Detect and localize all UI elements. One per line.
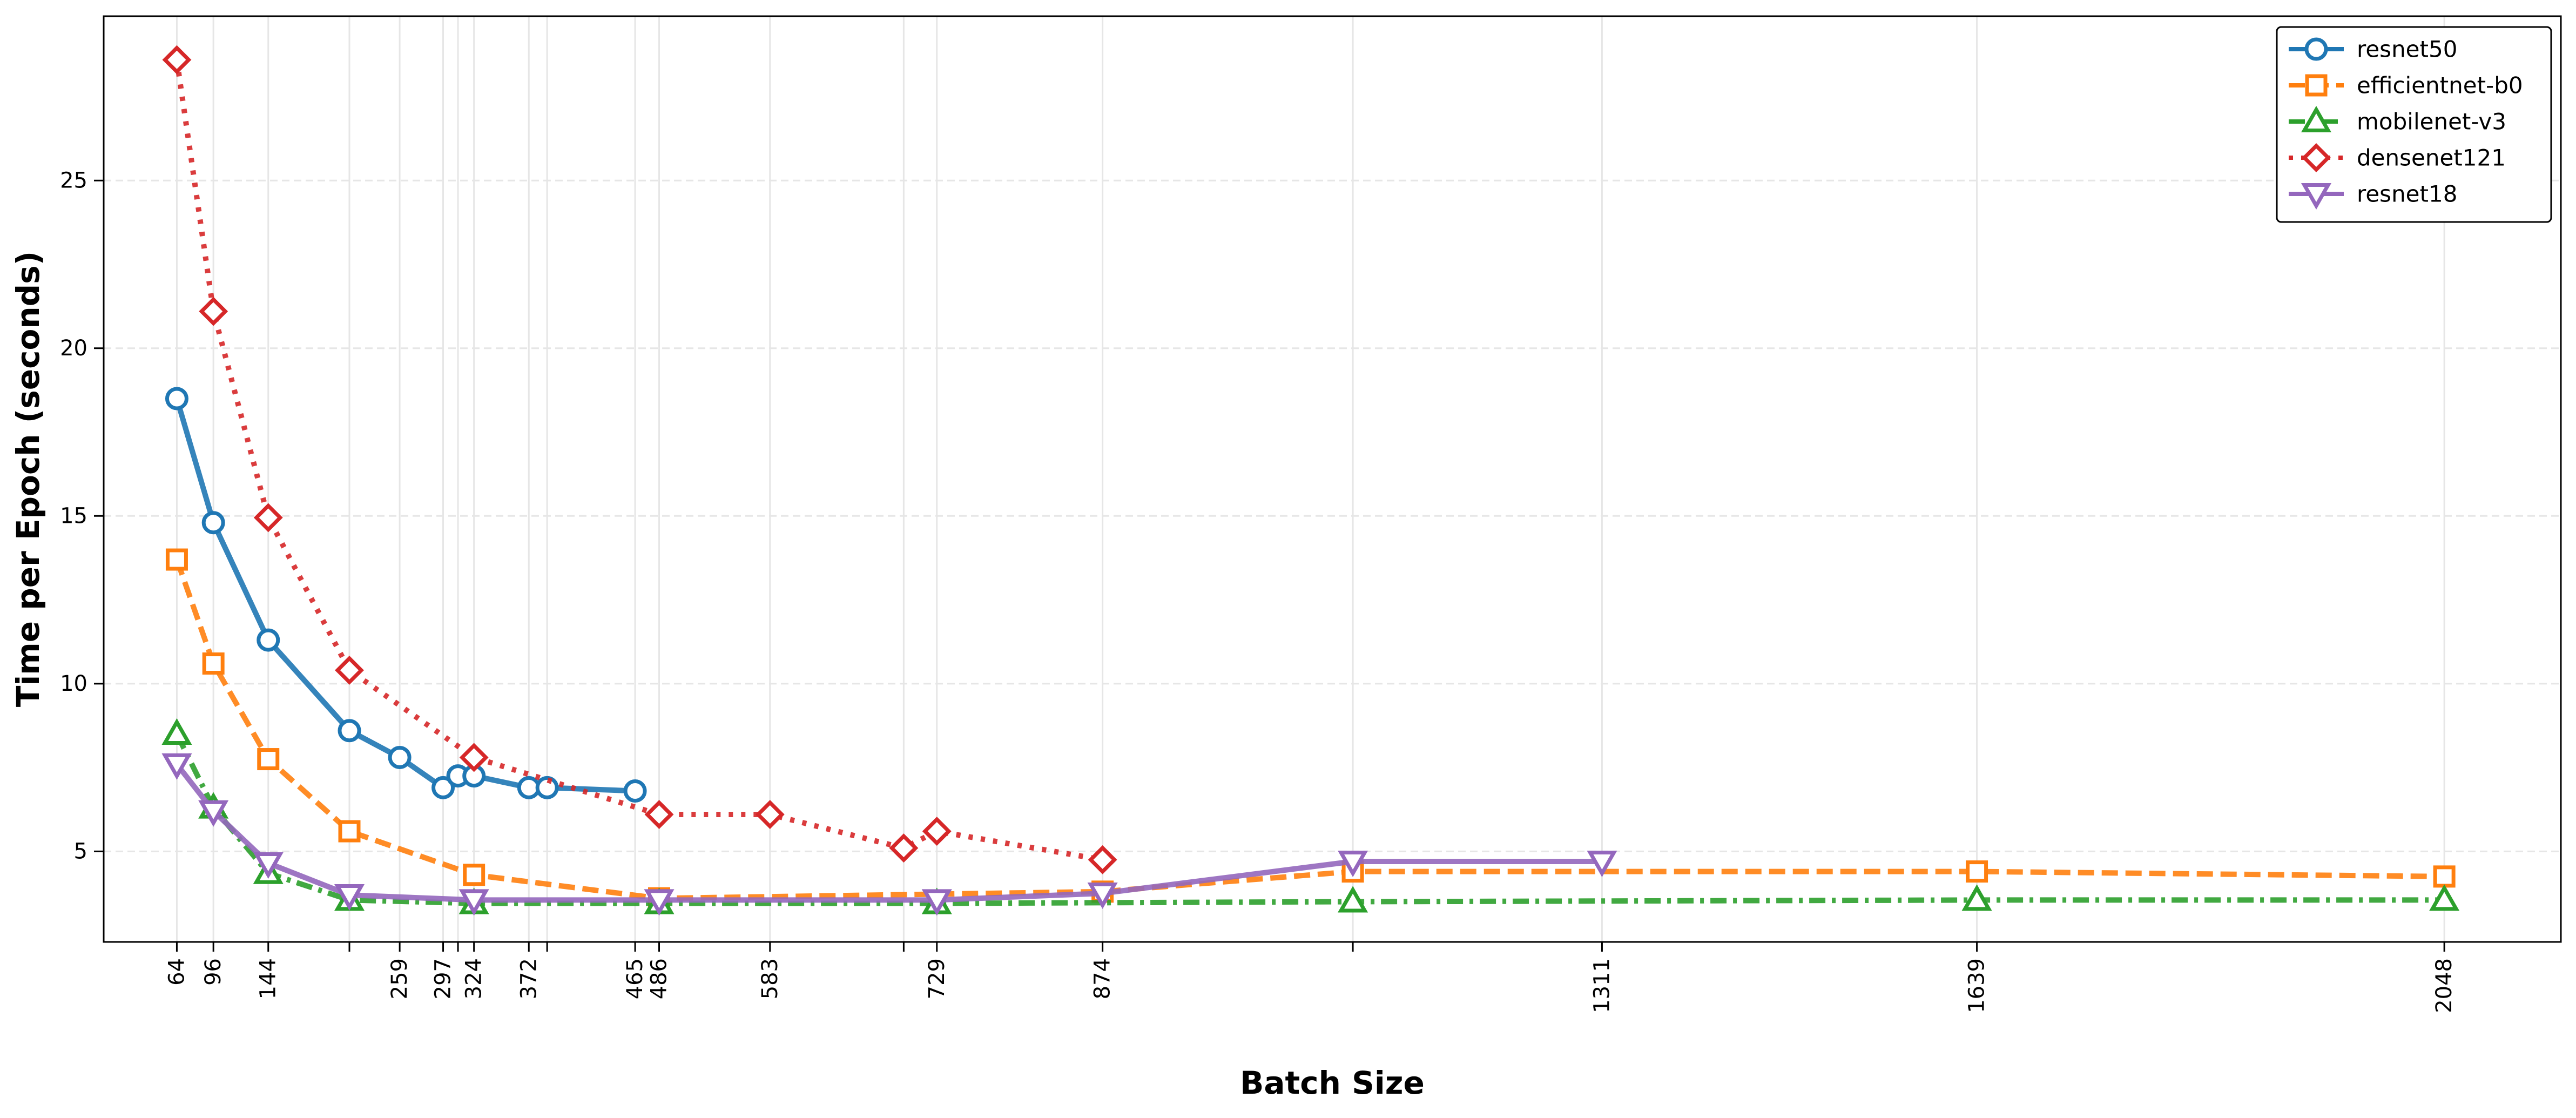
data-point [198,800,229,827]
legend-label: resnet18 [2357,181,2457,207]
data-point [202,652,225,675]
data-point [459,743,489,772]
data-point [644,800,674,829]
data-point [1088,845,1117,874]
series-line [174,558,2445,901]
legend-marker [2305,74,2328,97]
data-point [165,387,188,410]
legend-frame [2276,26,2552,223]
data-point [889,833,919,863]
data-point [2433,865,2456,888]
data-point [253,503,283,533]
data-point [644,889,675,916]
data-point [161,718,192,745]
x-tick-label: 259 [387,958,412,999]
x-tick-label: 297 [431,958,456,999]
x-tick-label: 486 [647,958,672,999]
data-point [1087,882,1118,910]
y-tick-label: 5 [74,839,87,864]
data-point [165,548,188,571]
y-axis-title: Time per Epoch (seconds) [10,251,46,707]
x-tick-label: 144 [256,958,281,999]
legend-marker [2304,37,2328,61]
data-point [388,745,412,769]
data-point [1338,850,1368,878]
legend-label: mobilenet-v3 [2357,109,2506,135]
legend-marker [2301,105,2332,132]
x-tick-label: 2048 [2432,958,2457,1013]
x-tick-label: 1639 [1965,958,1990,1013]
data-point [253,852,284,879]
data-point [921,889,952,916]
legend-marker [2302,143,2331,172]
data-point [1961,884,1992,911]
data-point [755,800,785,829]
x-tick-label: 324 [462,958,487,999]
legend-item: resnet18 [2289,181,2457,210]
y-axis: 5 10 15 20 25 [60,168,104,864]
x-tick-label: 874 [1090,958,1115,999]
data-point [199,297,228,326]
data-point [1966,860,1988,883]
data-point [161,753,192,780]
x-tick-label: 729 [925,958,949,999]
legend-item: mobilenet-v3 [2289,105,2506,135]
series-layer [161,45,2460,916]
data-point [922,817,952,846]
plot-frame [103,15,2562,943]
data-point [535,776,559,799]
series-line [174,762,1602,903]
y-tick-label: 10 [60,671,87,696]
y-tick-label: 20 [60,336,87,361]
data-point [335,656,364,685]
data-point [1338,886,1368,913]
series-resnet50 [165,387,647,803]
grid [104,16,2561,942]
data-point [623,779,647,803]
x-tick-label: 64 [164,958,189,986]
data-point [257,628,280,652]
series-resnet18 [161,753,1617,916]
x-axis-title: Batch Size [1240,1065,1425,1101]
x-tick-label: 465 [623,958,648,999]
legend-label: efficientnet-b0 [2357,72,2523,99]
data-point [431,776,455,799]
data-point [334,884,365,911]
data-point [463,864,485,886]
data-point [338,820,361,843]
data-point [1587,850,1617,878]
legend-label: densenet121 [2357,145,2506,171]
x-tick-label: 372 [516,958,541,999]
x-tick-label: 583 [758,958,783,999]
legend-item: efficientnet-b0 [2289,72,2523,99]
legend-marker [2301,183,2332,210]
data-point [338,719,361,743]
legend-label: resnet50 [2357,36,2457,63]
legend: resnet50 efficientnet-b0 mobilenet-v3 dense… [2276,26,2552,223]
y-tick-label: 15 [60,503,87,528]
y-tick-label: 25 [60,168,87,193]
data-point [162,45,192,75]
x-tick-label: 96 [201,958,226,986]
legend-item: resnet50 [2289,36,2457,63]
data-point [458,889,489,916]
legend-item: densenet121 [2289,143,2506,172]
series-line [174,59,1103,863]
data-point [201,511,225,535]
x-tick-label: 1311 [1589,958,1614,1013]
data-point [257,748,280,771]
series-densenet121 [162,45,1117,874]
data-point [2429,884,2460,911]
